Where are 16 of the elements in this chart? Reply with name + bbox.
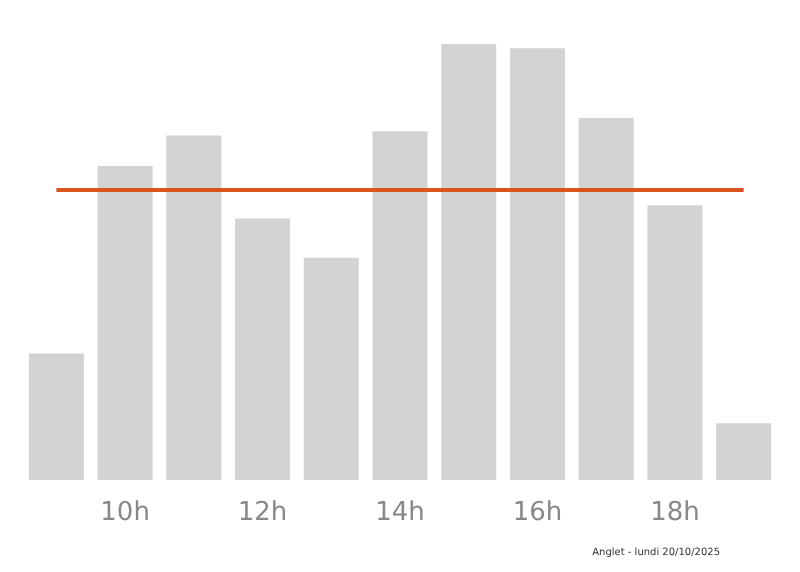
x-tick-label: 18h <box>650 498 700 528</box>
bar <box>97 166 153 480</box>
bar <box>441 44 497 480</box>
bar <box>166 135 222 480</box>
x-tick-label: 16h <box>512 498 563 528</box>
bar <box>716 423 772 480</box>
bar <box>647 205 703 480</box>
bar <box>509 48 565 480</box>
x-tick-label: 12h <box>237 498 288 528</box>
bar <box>372 131 428 480</box>
bar <box>578 118 634 480</box>
bar <box>28 353 84 480</box>
x-tick-label: 14h <box>375 498 425 528</box>
bar <box>303 257 359 480</box>
x-tick-label: 10h <box>100 498 150 528</box>
bar <box>235 218 291 480</box>
